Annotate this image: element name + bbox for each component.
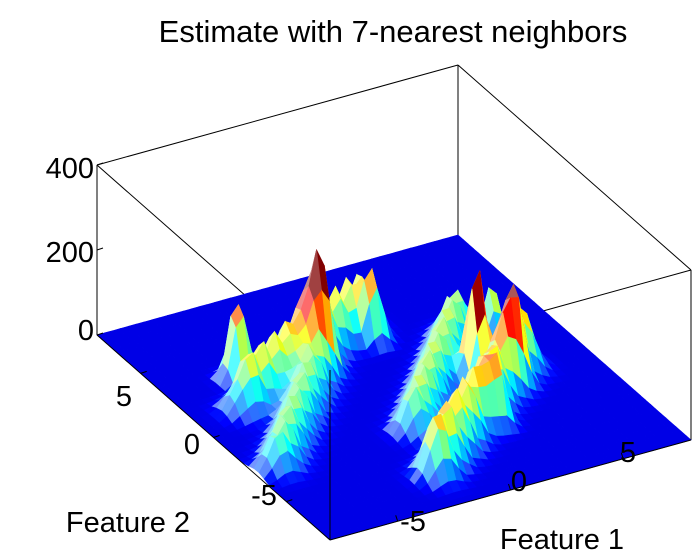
z-tick-mark	[96, 162, 104, 166]
y-tick-labels: 5 0 -5	[116, 381, 277, 512]
y-tick-label: 5	[116, 381, 132, 413]
y-tick-mark	[213, 435, 220, 438]
z-tick-mark	[96, 332, 104, 336]
z-tick-label: 400	[46, 153, 94, 185]
x-tick-mark	[395, 515, 399, 522]
x-tick-labels: -5 0 5	[400, 437, 636, 538]
x-tick-label: -5	[400, 506, 426, 538]
x-tick-label: 5	[620, 437, 636, 469]
y-tick-mark	[286, 499, 293, 503]
x-tick-mark	[508, 483, 511, 491]
z-tick-mark	[96, 247, 104, 251]
x-tick-label: 0	[511, 466, 527, 498]
axis-edge	[96, 64, 459, 166]
surface-plot	[96, 234, 692, 541]
x-axis-label: Feature 1	[500, 524, 624, 553]
z-tick-label: 0	[78, 315, 94, 347]
y-axis-label: Feature 2	[66, 507, 190, 539]
y-tick-mark	[140, 370, 147, 374]
axis-edge	[457, 64, 692, 271]
x-tick-mark	[620, 452, 624, 459]
z-tick-labels: 400 200 0	[46, 153, 94, 347]
y-tick-label: 0	[184, 429, 200, 461]
z-tick-label: 200	[46, 237, 94, 269]
axes-front-box	[96, 162, 692, 541]
chart-title: Estimate with 7-nearest neighbors	[159, 14, 628, 49]
y-tick-label: -5	[251, 480, 277, 512]
